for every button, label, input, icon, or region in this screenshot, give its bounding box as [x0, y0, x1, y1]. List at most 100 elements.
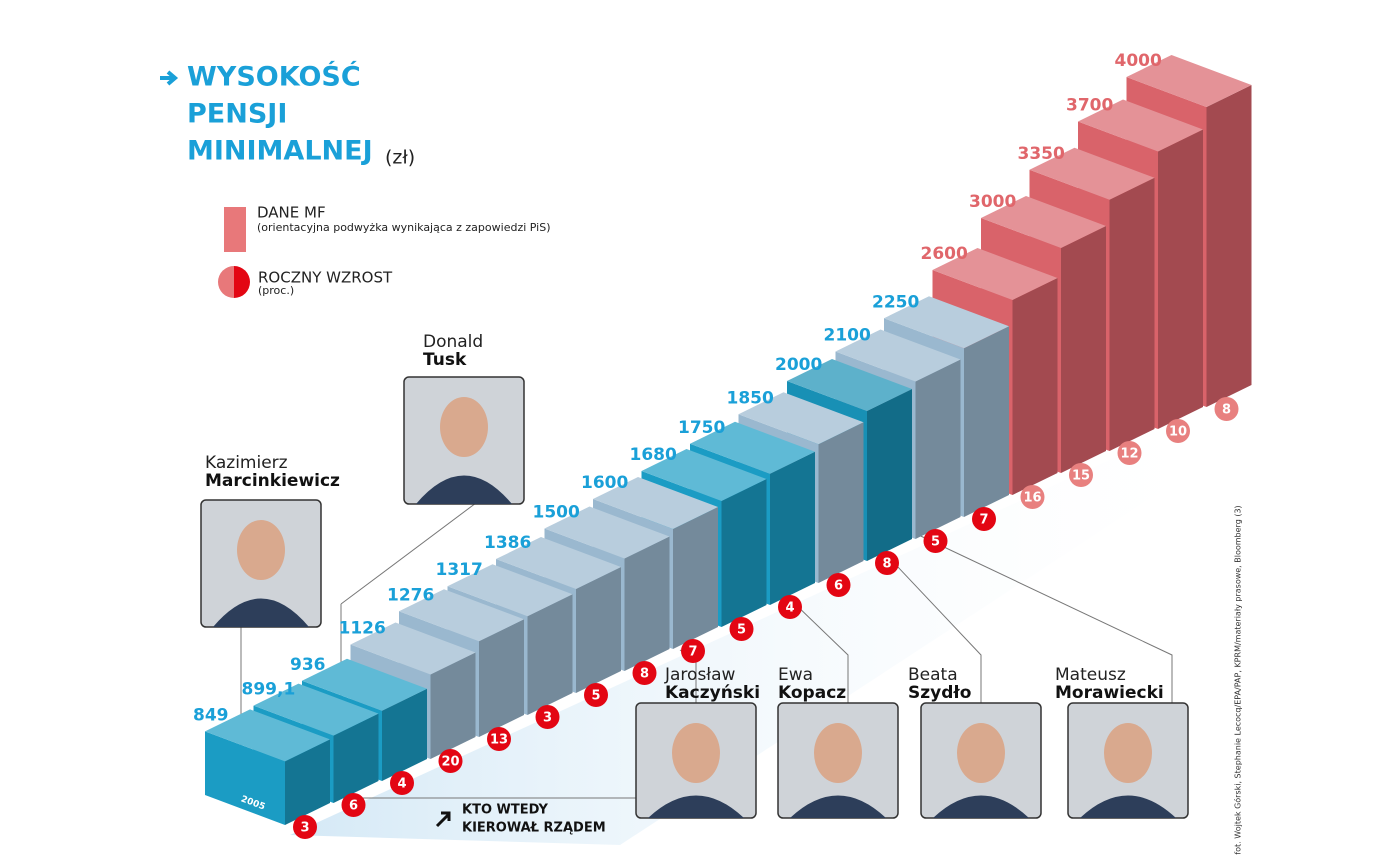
bar-side	[867, 389, 912, 561]
legend-label: DANE MF	[257, 204, 326, 222]
person-first-name: Jarosław	[664, 665, 736, 685]
bar-side	[1206, 85, 1252, 407]
bar-top	[884, 296, 1009, 349]
annotation: KTO WTEDY	[462, 803, 548, 818]
person-first-name: Beata	[908, 665, 958, 685]
value-label: 1126	[339, 619, 386, 639]
bar-top	[835, 329, 961, 382]
growth-circle	[681, 639, 705, 663]
growth-label: 8	[1222, 403, 1231, 418]
value-label: 899,1	[242, 680, 296, 700]
growth-circle	[293, 815, 317, 839]
bar-side	[479, 619, 524, 737]
bar-top	[447, 564, 573, 617]
growth-circle	[972, 507, 996, 531]
growth-circle	[487, 727, 511, 751]
floor-shadow	[290, 400, 1240, 845]
growth-circle	[729, 617, 754, 641]
unit: (zł)	[385, 147, 415, 169]
bar-side	[576, 567, 621, 693]
bar-side	[624, 536, 670, 671]
growth-circle	[584, 683, 608, 707]
growth-label: 8	[640, 667, 649, 682]
title-line: WYSOKOŚĆ	[187, 61, 361, 93]
growth-label: 20	[441, 755, 459, 770]
bar-side	[673, 507, 718, 649]
portrait-body	[213, 598, 309, 627]
growth-circle	[1117, 441, 1142, 465]
bar-top	[1126, 55, 1252, 107]
value-label: 4000	[1115, 51, 1162, 71]
portrait-head	[957, 723, 1005, 783]
growth-circle	[1069, 463, 1093, 487]
person-first-name: Kazimierz	[205, 453, 288, 473]
bar-side	[964, 326, 1009, 517]
title-line: PENSJI	[187, 99, 287, 130]
portrait-head	[1104, 723, 1152, 783]
value-label: 1317	[436, 560, 483, 580]
legend-circle-right	[234, 266, 250, 298]
bar-side	[770, 451, 815, 605]
portrait-body	[416, 475, 512, 504]
growth-circle	[1166, 419, 1190, 443]
person-first-name: Donald	[423, 332, 483, 352]
value-label: 1500	[533, 503, 580, 523]
bar-side	[721, 479, 767, 627]
bar-top	[253, 683, 379, 736]
bar-top	[1029, 147, 1155, 200]
growth-circle	[535, 705, 560, 729]
bar-top	[544, 506, 670, 559]
bar-side	[382, 688, 427, 781]
person-last-name: Szydło	[908, 683, 971, 703]
bar-top	[496, 537, 621, 590]
portrait-head	[672, 723, 720, 783]
labels: 8493899,16936411262012761313173138651500…	[193, 51, 1239, 839]
value-label: 1600	[581, 473, 628, 493]
person-last-name: Tusk	[423, 350, 467, 370]
person-first-name: Ewa	[778, 665, 813, 685]
connector	[907, 529, 1173, 703]
growth-label: 5	[737, 623, 746, 638]
bar-top	[205, 709, 330, 762]
bar-top	[690, 421, 815, 474]
bar-top	[399, 589, 524, 642]
bar-top	[350, 622, 476, 675]
growth-label: 6	[349, 799, 358, 814]
growth-circle	[875, 551, 899, 575]
bar-top	[302, 658, 427, 711]
bar-top	[932, 248, 1058, 300]
value-label: 936	[290, 655, 326, 675]
bar-side	[818, 422, 864, 583]
value-label: 1386	[484, 533, 531, 553]
growth-circle	[923, 529, 948, 553]
value-label: 1850	[727, 388, 774, 408]
growth-label: 3	[300, 821, 309, 836]
growth-label: 16	[1023, 491, 1041, 506]
growth-circle	[778, 595, 802, 619]
title-arrow	[160, 70, 179, 86]
bar-side	[527, 594, 573, 715]
growth-circle	[1214, 397, 1239, 421]
growth-label: 4	[397, 777, 406, 792]
growth-circle	[438, 749, 463, 773]
value-label: 3000	[969, 192, 1016, 212]
value-label: 3350	[1018, 144, 1065, 164]
value-label: 2100	[824, 326, 871, 346]
bars: 2024202320222021202020192018201720162015…	[205, 55, 1252, 825]
title-line: MINIMALNEJ	[187, 136, 373, 167]
bar-side	[915, 359, 961, 539]
person-first-name: Mateusz	[1055, 665, 1126, 685]
value-label: 1680	[630, 445, 677, 465]
decoration	[160, 70, 1240, 845]
bar-top	[787, 359, 912, 411]
bar-side	[333, 713, 379, 803]
bar-top	[641, 449, 767, 501]
growth-label: 3	[543, 711, 552, 726]
credit: fot. Wojtek Górski, Stephanie Lecocq/EPA…	[1233, 505, 1243, 854]
value-label: 2000	[775, 355, 822, 375]
bar-side	[1158, 129, 1203, 429]
bar-top	[593, 477, 718, 529]
legend-sublabel: (orientacyjna podwyżka wynikająca z zapo…	[257, 221, 551, 234]
value-label: 1276	[387, 585, 434, 605]
legend-sublabel: (proc.)	[258, 284, 294, 297]
